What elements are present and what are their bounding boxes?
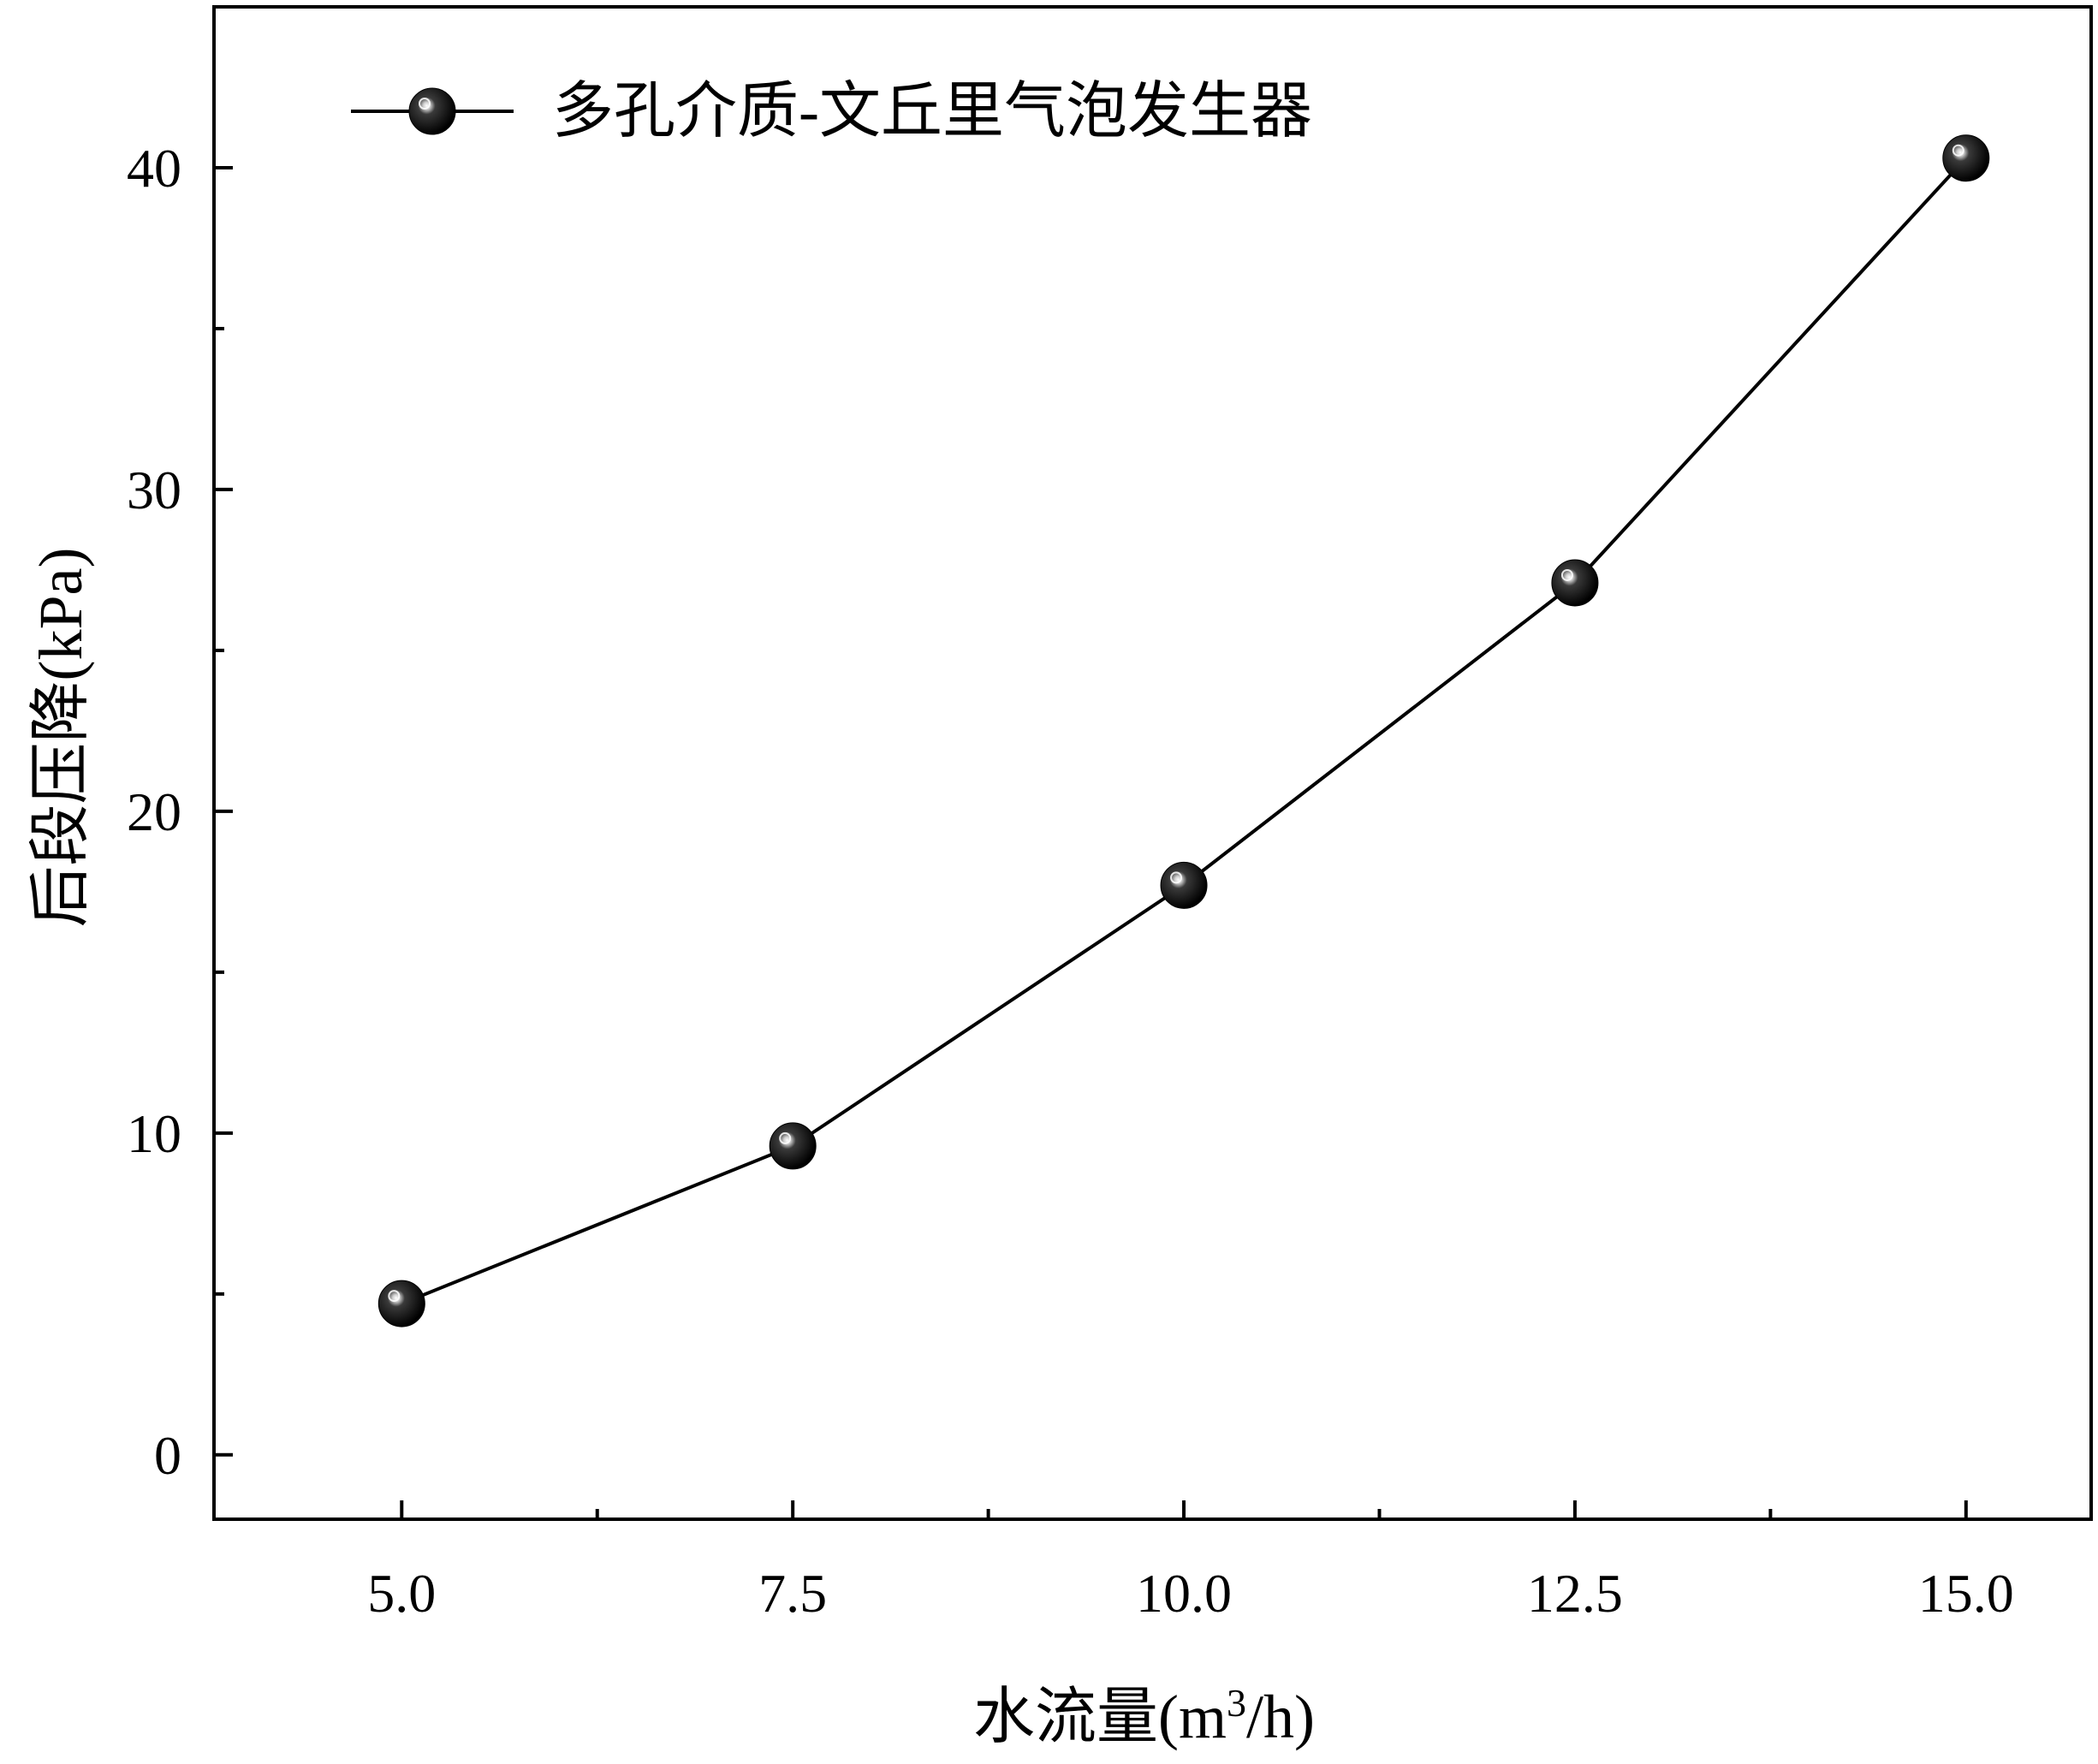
data-point [769,1122,817,1170]
series-line [401,157,1968,1305]
x-axis: 5.0 7.5 10.0 12.5 15.0 [367,1500,2014,1624]
y-tick-label: 30 [127,460,181,520]
legend: 多孔介质-文丘里气泡发生器 [351,77,1312,146]
y-axis: 0 10 20 30 40 [127,138,233,1486]
y-axis-label: 后段压降(kPa) [27,548,95,928]
x-axis-label-superscript: 3 [1227,1681,1246,1725]
x-tick-label: 10.0 [1136,1563,1232,1624]
x-axis-label-main: 水流量(m [973,1683,1227,1751]
plot-frame [212,5,2093,1521]
data-point [377,1280,425,1327]
x-tick-label: 5.0 [367,1563,436,1624]
y-tick-label: 10 [127,1103,181,1164]
x-axis-label-tail: /h) [1246,1683,1315,1751]
x-tick-label: 15.0 [1918,1563,2014,1624]
y-tick-label: 0 [154,1425,181,1486]
data-point [1942,134,1990,182]
series-layer [377,134,1990,1327]
legend-label: 多孔介质-文丘里气泡发生器 [552,77,1312,146]
y-tick-label: 20 [127,781,181,842]
legend-marker [408,87,456,135]
x-tick-label: 7.5 [758,1563,827,1624]
data-point [1551,559,1599,607]
y-tick-label: 40 [127,138,181,199]
data-point [1160,861,1208,909]
x-tick-label: 12.5 [1527,1563,1623,1624]
x-axis-label: 水流量(m3/h) [973,1681,1315,1752]
data-point [408,87,456,135]
